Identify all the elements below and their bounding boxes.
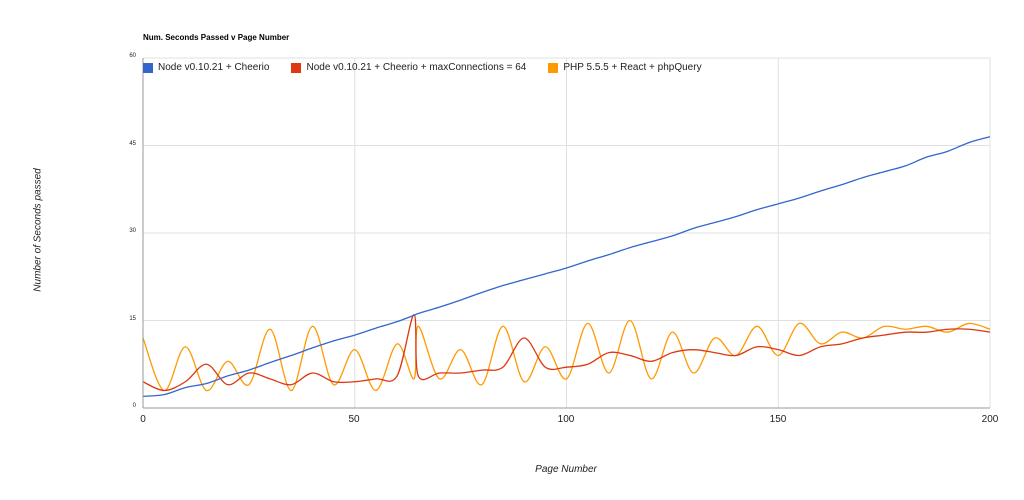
- y-tick-30: 30: [129, 228, 136, 234]
- series-line: [142, 314, 991, 392]
- legend-label: Node v0.10.21 + Cheerio + maxConnections…: [306, 62, 527, 73]
- chart-title: Num. Seconds Passed v Page Number: [143, 33, 290, 42]
- x-axis-label: Page Number: [535, 464, 597, 475]
- series-line: [142, 136, 991, 397]
- y-tick-0: 0: [132, 403, 136, 409]
- y-tick-45: 45: [129, 141, 136, 147]
- legend-item-node-maxconnections[interactable]: Node v0.10.21 + Cheerio + maxConnections…: [291, 62, 526, 73]
- x-tick-150: 150: [769, 414, 787, 425]
- legend-label: PHP 5.5.5 + React + phpQuery: [563, 62, 702, 73]
- legend: Node v0.10.21 + Cheerio Node v0.10.21 + …: [143, 62, 724, 73]
- legend-label: Node v0.10.21 + Cheerio: [158, 62, 270, 73]
- legend-swatch-red-icon: [291, 62, 302, 73]
- legend-swatch-orange-icon: [548, 62, 559, 73]
- x-tick-200: 200: [981, 414, 999, 425]
- y-tick-60: 60: [129, 53, 136, 59]
- legend-item-php-react[interactable]: PHP 5.5.5 + React + phpQuery: [548, 62, 702, 73]
- gridlines: [143, 57, 991, 408]
- y-tick-15: 15: [129, 316, 136, 322]
- series-line: [142, 319, 991, 392]
- series-lines: [142, 136, 991, 397]
- legend-item-node-cheerio[interactable]: Node v0.10.21 + Cheerio: [143, 62, 269, 73]
- x-tick-50: 50: [348, 414, 360, 425]
- x-tick-0: 0: [140, 414, 146, 425]
- x-tick-100: 100: [557, 414, 575, 425]
- legend-swatch-blue-icon: [143, 62, 153, 73]
